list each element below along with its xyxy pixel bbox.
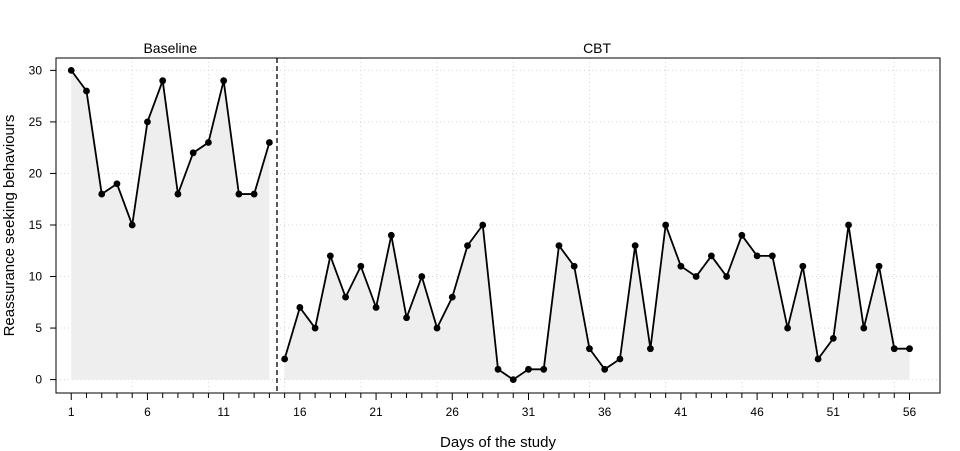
data-point <box>67 66 75 74</box>
data-point <box>616 355 624 363</box>
data-point <box>418 273 426 280</box>
data-point <box>662 221 670 229</box>
x-tick-label: 1 <box>68 405 75 419</box>
data-point <box>677 262 685 270</box>
data-point <box>738 231 746 239</box>
data-point <box>159 77 167 85</box>
data-point <box>403 314 410 322</box>
data-point <box>113 180 121 188</box>
series-2-line <box>283 222 910 381</box>
y-tick-label: 10 <box>29 270 43 284</box>
data-point <box>707 252 715 260</box>
data-point <box>479 221 487 229</box>
data-point <box>296 304 304 311</box>
data-point <box>723 273 731 280</box>
data-point <box>631 242 639 250</box>
x-axis: 1 6 11 16 21 26 31 36 41 46 51 56 <box>68 393 917 419</box>
y-tick-label: 25 <box>29 115 43 129</box>
x-tick-label: 56 <box>903 405 917 419</box>
data-point <box>464 242 471 250</box>
x-tick-label: 31 <box>522 405 536 419</box>
data-point <box>144 118 151 126</box>
data-point <box>433 324 441 332</box>
data-point <box>98 190 106 198</box>
data-point <box>829 334 837 342</box>
data-point <box>250 190 258 198</box>
phase-label: CBT <box>583 40 611 56</box>
y-tick-label: 20 <box>29 166 43 180</box>
data-point <box>311 324 319 332</box>
area-fills <box>71 70 910 380</box>
data-point <box>753 252 761 260</box>
x-tick-label: 11 <box>217 405 230 419</box>
data-point <box>570 262 578 270</box>
data-point <box>509 376 517 383</box>
phase-label: Baseline <box>143 40 197 56</box>
data-point <box>768 252 776 260</box>
data-point <box>83 87 90 95</box>
data-point <box>205 139 212 146</box>
y-tick-label: 0 <box>35 373 42 387</box>
series-2-area <box>284 224 910 380</box>
y-axis: 0 5 10 15 20 25 30 <box>29 63 56 387</box>
data-point <box>357 262 365 270</box>
data-points <box>67 66 913 383</box>
data-point <box>174 190 182 198</box>
data-point <box>220 77 228 85</box>
data-point <box>890 345 898 353</box>
data-point <box>555 242 563 250</box>
data-point <box>647 345 654 353</box>
data-point <box>235 190 243 198</box>
x-tick-label: 21 <box>369 405 383 419</box>
data-point <box>281 355 289 363</box>
data-point <box>875 262 883 270</box>
data-point <box>494 365 502 373</box>
data-point <box>784 324 791 332</box>
data-point <box>860 324 868 332</box>
x-tick-label: 36 <box>598 405 612 419</box>
data-point <box>128 221 136 229</box>
x-tick-label: 6 <box>144 405 151 419</box>
x-tick-label: 51 <box>827 405 841 419</box>
y-tick-label: 15 <box>29 218 43 232</box>
data-point <box>601 365 609 373</box>
data-point <box>448 293 456 301</box>
x-axis-title: Days of the study <box>440 434 556 451</box>
data-point <box>814 355 822 363</box>
x-tick-label: 16 <box>293 405 307 419</box>
phase-labels: Baseline CBT <box>143 40 611 56</box>
data-point <box>189 149 197 157</box>
data-point <box>540 365 548 373</box>
data-point <box>372 304 380 311</box>
x-tick-label: 41 <box>674 405 688 419</box>
data-point <box>326 252 334 260</box>
data-point <box>799 262 807 270</box>
y-tick-label: 5 <box>35 321 42 335</box>
data-point <box>265 139 273 146</box>
data-point <box>342 293 349 301</box>
series-1-area <box>71 70 270 380</box>
data-point <box>845 221 852 229</box>
data-point <box>906 345 913 353</box>
data-point <box>387 231 395 239</box>
data-point <box>525 365 532 373</box>
data-point <box>586 345 593 353</box>
y-axis-title: Reassurance seeking behaviours <box>1 115 18 337</box>
x-tick-label: 46 <box>750 405 764 419</box>
y-tick-label: 30 <box>29 63 43 77</box>
x-tick-label: 26 <box>446 405 460 419</box>
data-point <box>692 273 700 280</box>
